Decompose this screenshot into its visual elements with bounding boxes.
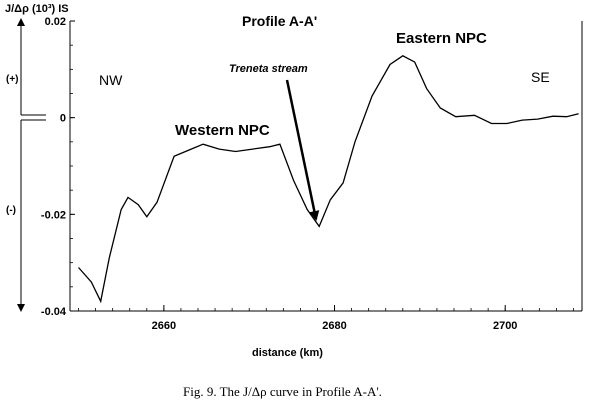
y-tick-label: 0.02 [45,16,66,28]
se-label: SE [531,69,550,85]
chart-title: Profile A-A' [242,13,317,29]
treneta-stream-label: Treneta stream [229,63,308,75]
eastern-npc-label: Eastern NPC [396,30,487,47]
y-tick-label: -0.04 [41,306,67,318]
axes: 0.02 0 -0.02 -0.04 2660 2680 2700 [41,16,583,332]
nw-label: NW [99,72,123,88]
western-npc-label: Western NPC [175,122,270,139]
stream-arrow [285,79,320,221]
y-tick-label: 0 [60,113,66,125]
x-tick-label: 2680 [322,320,346,332]
positive-label: (+) [6,74,19,85]
data-line [78,55,579,304]
negative-label: (-) [6,205,16,216]
figure-caption: Fig. 9. The J/Δρ curve in Profile A-A'. [183,384,382,399]
y-tick-label: -0.02 [41,209,66,221]
y-axis-label: J/Δρ (10³) IS [5,3,69,15]
x-tick-label: 2700 [493,320,517,332]
x-tick-label: 2660 [152,320,176,332]
x-axis-label: distance (km) [252,347,323,359]
